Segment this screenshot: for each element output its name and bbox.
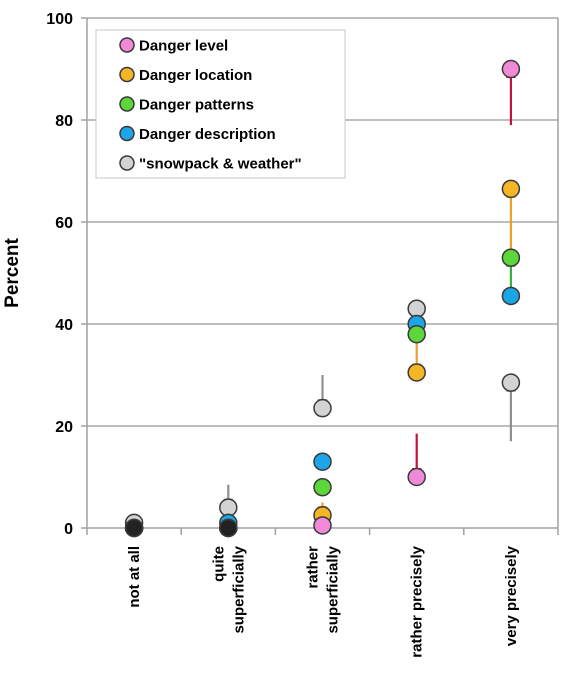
x-tick-labels: not at all quite superficially rather superf… <box>126 545 520 657</box>
point-snowpack-weather-4 <box>501 373 521 392</box>
point-snowpack-weather-1 <box>219 498 238 517</box>
point-danger-level-0 <box>124 518 144 538</box>
legend-label: Danger location <box>139 67 252 84</box>
legend-box <box>95 29 346 179</box>
point-danger-level-1 <box>219 518 238 538</box>
point-danger-patterns-4 <box>501 248 521 267</box>
x-tick-label: not at all <box>126 546 143 608</box>
y-tick-label: 20 <box>55 419 73 436</box>
point-danger-patterns-2 <box>313 477 332 497</box>
axes <box>81 17 559 535</box>
legend-label: Danger description <box>139 126 276 143</box>
point-snowpack-weather-3 <box>407 299 426 318</box>
point-danger-description-4 <box>501 286 521 306</box>
x-tick-label: superficially <box>230 545 247 633</box>
point-snowpack-weather-2 <box>313 398 332 418</box>
y-tick-labels: 0 20 40 60 80 100 <box>46 11 73 538</box>
legend-marker <box>119 37 135 53</box>
legend-label: "snowpack & weather" <box>139 156 302 173</box>
point-danger-level-2 <box>313 516 332 535</box>
legend-marker <box>119 125 135 142</box>
x-tick-label: superficially <box>325 545 342 633</box>
point-danger-location-3 <box>407 363 426 382</box>
legend-marker <box>119 96 135 112</box>
point-danger-level-4 <box>501 59 521 79</box>
y-tick-label: 80 <box>55 113 73 130</box>
legend-label: Danger level <box>139 38 228 55</box>
y-tick-label: 0 <box>64 521 73 538</box>
data-points <box>124 59 521 538</box>
y-axis-label: Percent <box>2 237 23 307</box>
y-tick-label: 40 <box>55 317 73 334</box>
point-danger-description-2 <box>313 452 332 471</box>
x-tick-label: very precisely <box>503 545 520 646</box>
y-tick-label: 100 <box>46 11 73 28</box>
legend-label: Danger patterns <box>139 97 254 114</box>
legend-marker <box>119 155 135 171</box>
legend-marker <box>119 66 135 83</box>
point-danger-patterns-3 <box>407 324 426 344</box>
point-danger-level-3 <box>407 467 426 487</box>
point-danger-location-4 <box>501 179 521 199</box>
legend: Danger level Danger location Danger patter… <box>95 29 346 179</box>
x-tick-label: rather <box>305 546 322 589</box>
x-tick-label: quite <box>210 546 227 582</box>
y-tick-label: 60 <box>55 215 73 232</box>
x-tick-label: rather precisely <box>409 545 426 657</box>
